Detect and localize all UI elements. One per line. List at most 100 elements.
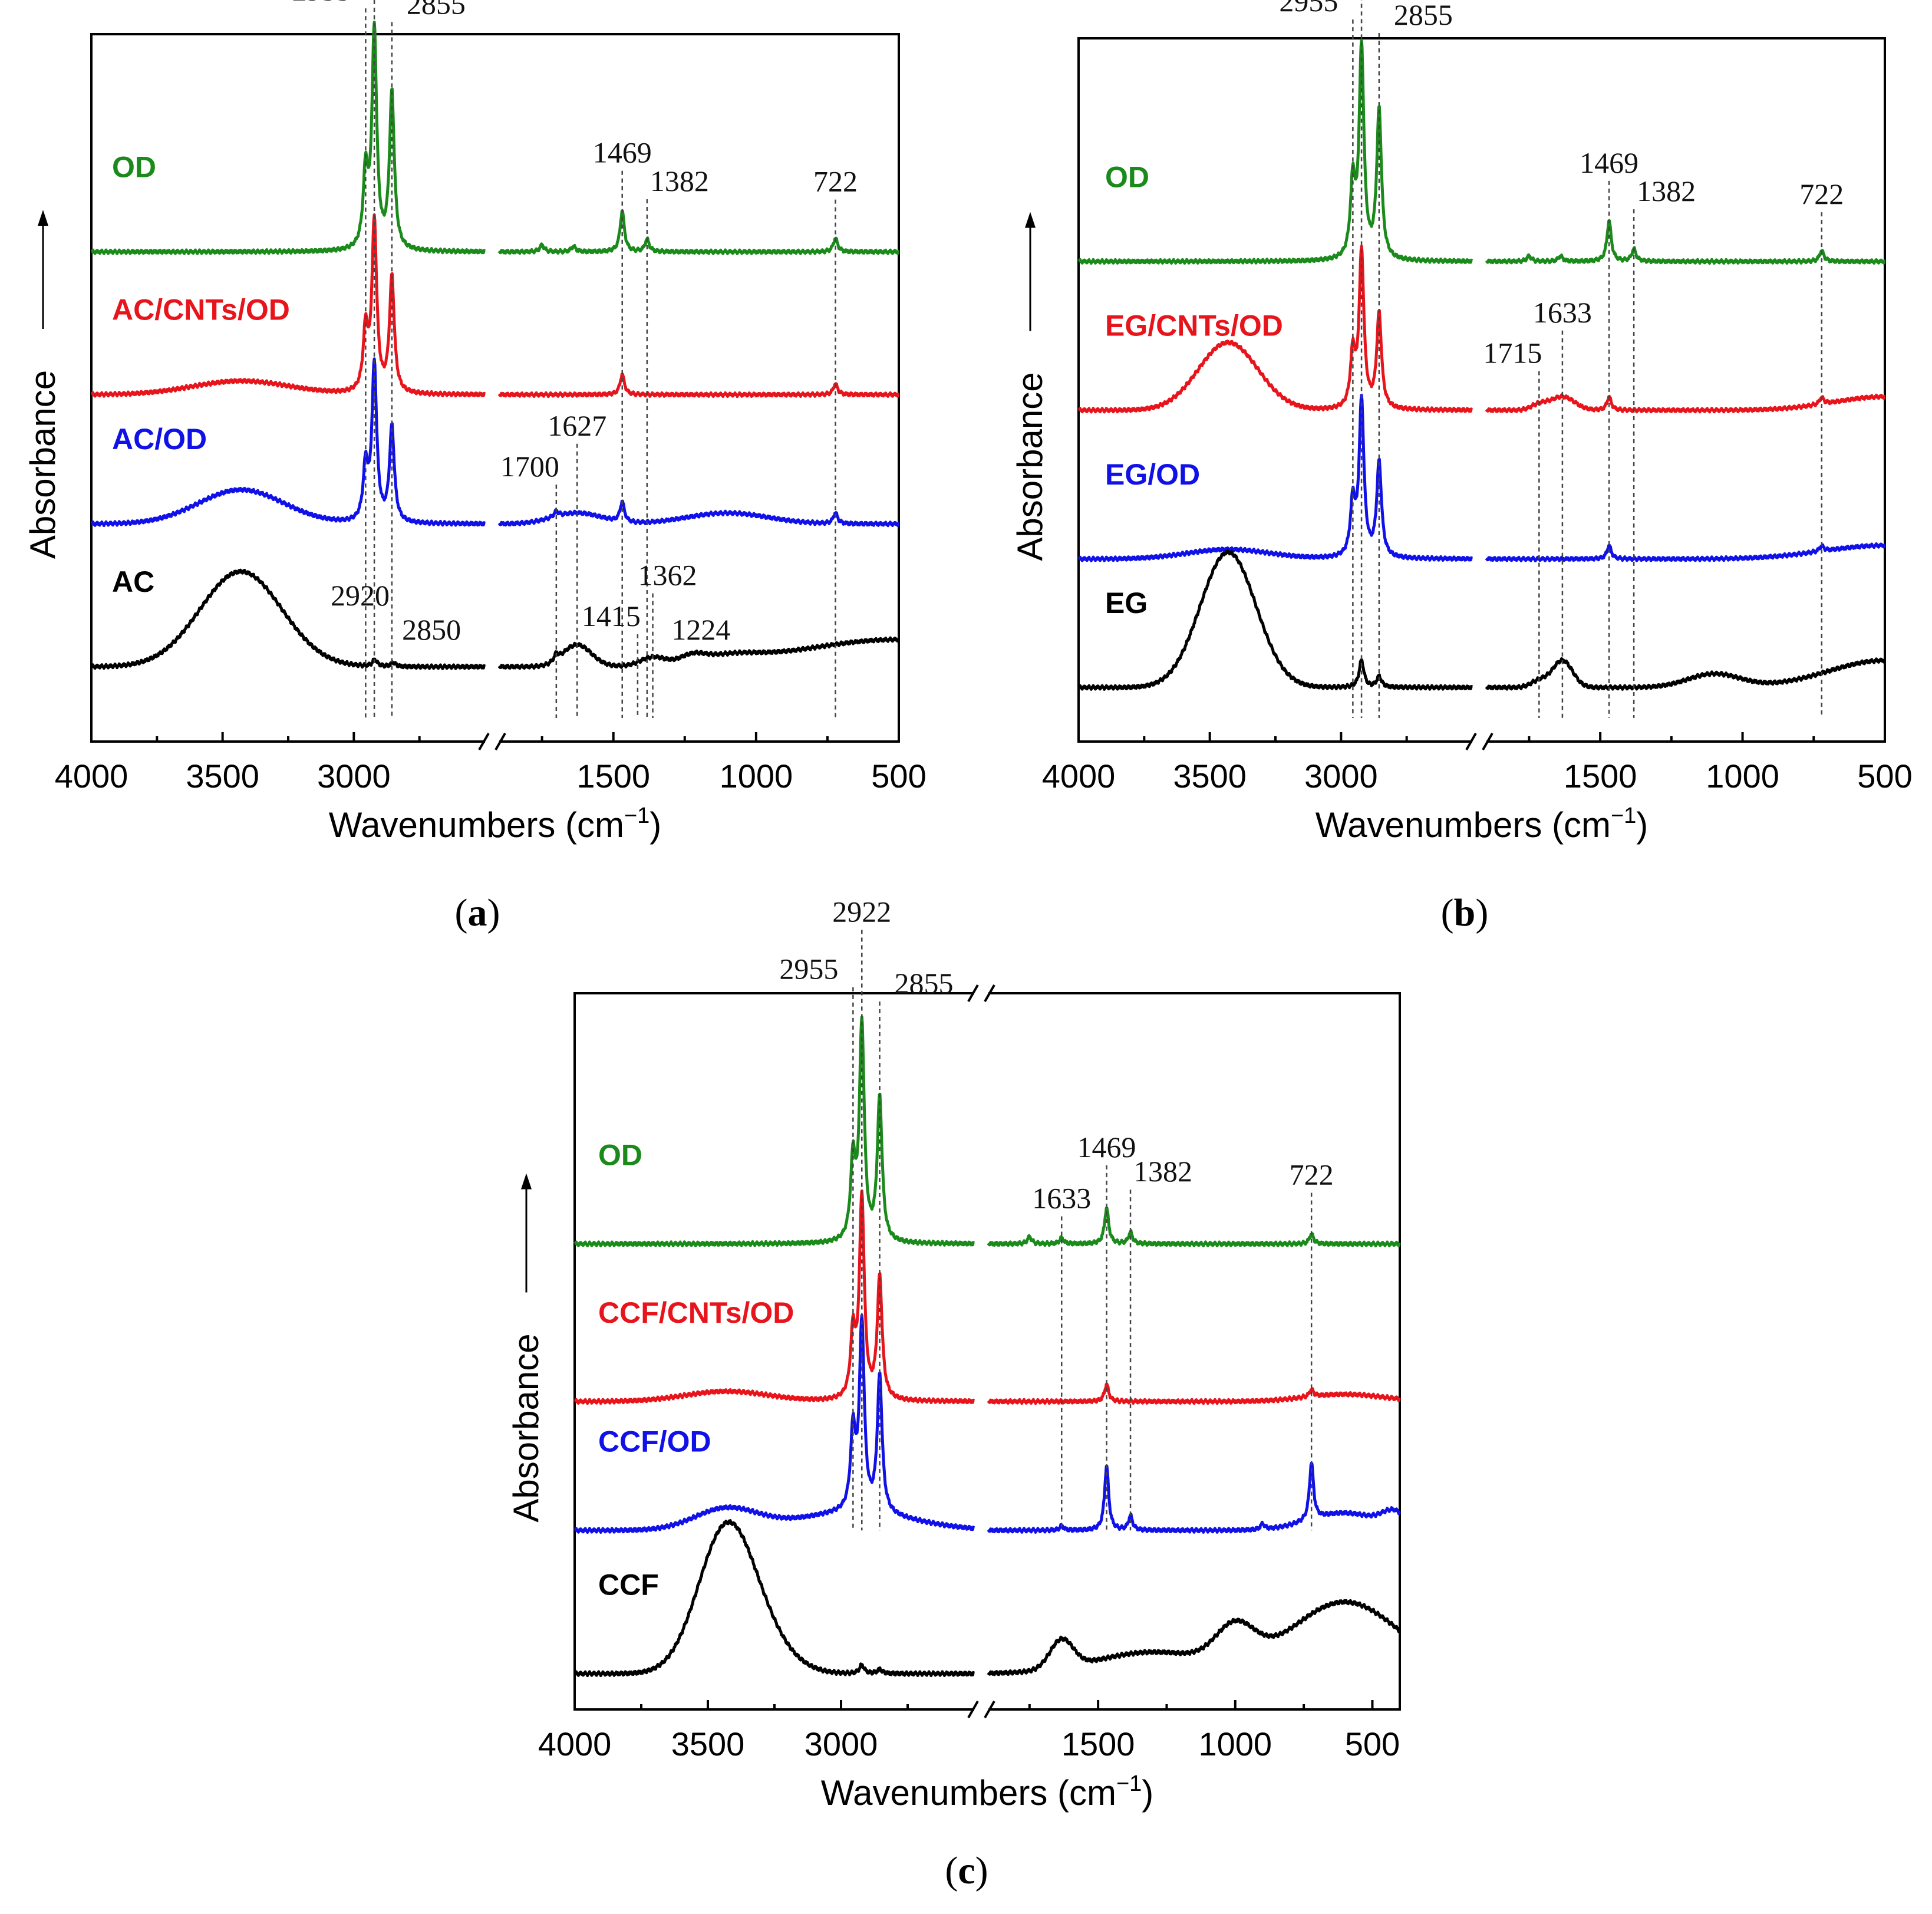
axis-break-bottom-mark-right xyxy=(494,733,506,750)
x-axis-label: Wavenumbers (cm−1) xyxy=(1316,803,1649,845)
spectrum-ccf-cnts-od-seg1 xyxy=(573,1189,975,1405)
spectrum-ccf-seg1 xyxy=(573,1519,975,1678)
peak-label-722: 722 xyxy=(1799,177,1844,210)
spectrum-ccf-od-seg2 xyxy=(987,1461,1402,1534)
x-tick-label: 500 xyxy=(1857,757,1912,795)
peak-label-1633: 1633 xyxy=(1032,1182,1091,1215)
spectrum-eg-od-seg2 xyxy=(1485,542,1886,562)
peak-label-1382: 1382 xyxy=(650,164,709,197)
peak-label-2850: 2850 xyxy=(402,613,461,646)
series-label: EG xyxy=(1105,587,1148,620)
series-label: CCF/OD xyxy=(598,1425,711,1458)
panel-c: 4000 3500 3000 1500 1000 500 Wavenumbers (cm−1… xyxy=(506,895,1402,1892)
peak-label-2855: 2855 xyxy=(1394,0,1453,31)
x-tick-label: 3500 xyxy=(186,757,259,795)
peak-label-1469: 1469 xyxy=(593,136,652,169)
series-label: EG/CNTs/OD xyxy=(1105,309,1283,342)
peak-label-2922: 2922 xyxy=(832,895,891,928)
spectrum-ccf-seg2 xyxy=(987,1599,1402,1676)
series-label: OD xyxy=(598,1139,642,1172)
axis-break-top-mark-left xyxy=(967,984,979,1002)
spectrum-eg-od-seg1 xyxy=(1077,393,1473,562)
plot-frame xyxy=(1077,37,1886,743)
axis-break-bottom-gap xyxy=(974,1706,988,1713)
peak-label-1224: 1224 xyxy=(671,613,730,646)
x-axis-label: Wavenumbers (cm−1) xyxy=(821,1771,1154,1813)
spectrum-ac-od-seg2 xyxy=(497,499,900,528)
x-tick-label: 1500 xyxy=(576,757,650,795)
peak-label-1633: 1633 xyxy=(1533,296,1592,329)
x-tick-label: 1500 xyxy=(1061,1725,1135,1763)
spectrum-ac-od-seg1 xyxy=(90,357,486,528)
spectrum-ac-seg1 xyxy=(90,568,486,670)
x-tick-label: 3000 xyxy=(805,1725,878,1763)
panel-b: 4000 3500 3000 1500 1000 500 Wavenumbers (cm−1… xyxy=(1010,0,1913,934)
x-tick-label: 4000 xyxy=(538,1725,612,1763)
x-tick-label: 1500 xyxy=(1564,757,1637,795)
x-tick-label: 1000 xyxy=(1199,1725,1272,1763)
y-axis-arrow-head xyxy=(521,1173,532,1190)
x-tick-label: 4000 xyxy=(55,757,128,795)
peak-label-722: 722 xyxy=(1290,1158,1334,1191)
axis-break-bottom-gap xyxy=(485,738,499,745)
spectrum-ac-cnts-od-seg1 xyxy=(90,213,486,398)
panel-caption: (c) xyxy=(945,1849,988,1892)
spectrum-ac-cnts-od-seg2 xyxy=(497,373,900,398)
peak-label-1382: 1382 xyxy=(1133,1155,1192,1188)
x-axis-label: Wavenumbers (cm−1) xyxy=(329,803,662,845)
spectrum-ccf-cnts-od-seg2 xyxy=(987,1382,1401,1405)
spectrum-od-seg2 xyxy=(1485,219,1886,265)
spectrum-ac-seg2 xyxy=(497,636,900,670)
series-label: OD xyxy=(112,150,156,183)
y-axis-label: Absorbance xyxy=(1010,372,1050,561)
spectrum-od-seg1 xyxy=(1077,38,1473,265)
peak-label-2855: 2855 xyxy=(895,967,954,1000)
spectrum-eg-cnts-od-seg2 xyxy=(1485,393,1886,414)
peak-label-2855: 2855 xyxy=(407,0,466,20)
peak-label-1469: 1469 xyxy=(1077,1131,1136,1164)
axis-break-top-mark-right xyxy=(984,984,995,1002)
series-label: AC/OD xyxy=(112,423,207,456)
y-axis-arrow-head xyxy=(38,210,48,226)
peak-label-2955: 2955 xyxy=(779,953,838,986)
axis-break-bottom-mark-right xyxy=(1482,733,1493,750)
series-label: AC/CNTs/OD xyxy=(112,294,290,327)
x-tick-label: 1000 xyxy=(720,757,793,795)
y-axis-label: Absorbance xyxy=(506,1333,546,1522)
spectrum-eg-seg1 xyxy=(1077,549,1473,691)
x-tick-label: 3500 xyxy=(1173,757,1247,795)
axis-break-bottom-mark-left xyxy=(478,733,490,750)
peak-label-1715: 1715 xyxy=(1483,337,1542,370)
plot-frame xyxy=(90,33,900,743)
axis-break-bottom-mark-left xyxy=(1465,733,1477,750)
peak-label-722: 722 xyxy=(813,165,858,198)
panel-caption: (a) xyxy=(455,891,500,934)
x-tick-label: 3500 xyxy=(671,1725,745,1763)
peak-label-2955: 2955 xyxy=(1279,0,1338,18)
peak-label-1362: 1362 xyxy=(638,559,697,592)
peak-label-2920: 2920 xyxy=(331,579,390,612)
spectrum-od-seg2 xyxy=(987,1206,1401,1248)
x-tick-label: 500 xyxy=(1345,1725,1400,1763)
panel-a: 4000 3500 3000 1500 1000 500 Wavenumbers (cm−1… xyxy=(23,0,927,934)
axis-break-bottom-mark-left xyxy=(967,1701,979,1718)
plot-frame xyxy=(573,992,1401,1711)
peak-label-2955: 2955 xyxy=(292,0,351,6)
x-tick-label: 3000 xyxy=(1304,757,1378,795)
peak-label-1627: 1627 xyxy=(548,409,606,442)
spectrum-od-seg1 xyxy=(90,21,486,255)
peak-label-1382: 1382 xyxy=(1637,174,1696,207)
series-label: AC xyxy=(112,565,154,598)
spectrum-ccf-od-seg1 xyxy=(573,1313,975,1534)
y-axis-label: Absorbance xyxy=(23,370,62,559)
axis-break-bottom-gap xyxy=(1472,738,1486,745)
peak-label-1469: 1469 xyxy=(1580,146,1638,179)
spectrum-eg-seg2 xyxy=(1485,657,1886,691)
series-label: OD xyxy=(1105,160,1149,193)
panel-caption: (b) xyxy=(1441,891,1489,934)
axis-break-bottom-mark-right xyxy=(984,1701,995,1718)
series-label: CCF/CNTs/OD xyxy=(598,1296,794,1329)
x-tick-label: 4000 xyxy=(1042,757,1116,795)
spectrum-eg-cnts-od-seg1 xyxy=(1077,245,1473,414)
